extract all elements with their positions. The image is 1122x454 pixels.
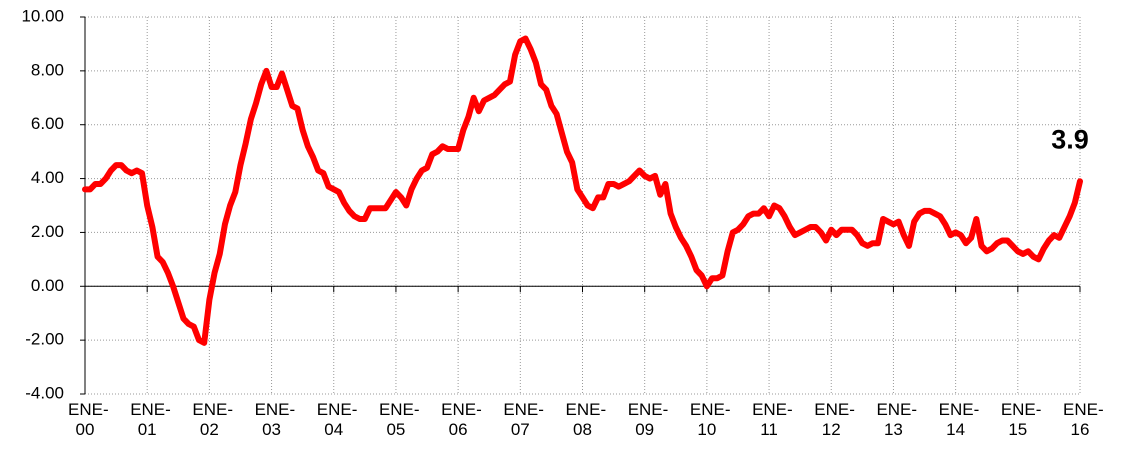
y-tick-label: -2.00 xyxy=(25,330,64,349)
x-tick-label: ENE-12 xyxy=(814,400,855,439)
y-tick-label: 8.00 xyxy=(31,60,64,79)
x-tick-label: ENE-03 xyxy=(254,400,296,439)
x-tick-label: ENE-15 xyxy=(1000,400,1042,439)
x-tick-label: ENE-07 xyxy=(503,400,544,439)
x-tick-label: ENE-10 xyxy=(689,400,731,439)
x-tick-label: ENE-08 xyxy=(565,400,607,439)
x-tick-label: ENE-04 xyxy=(316,400,358,439)
y-tick-label: 10.00 xyxy=(21,6,64,25)
x-tick-label: ENE-11 xyxy=(752,400,793,439)
y-tick-label: 2.00 xyxy=(31,222,64,241)
x-tick-label: ENE-00 xyxy=(68,400,109,439)
annotation: 3.9 xyxy=(1051,124,1089,154)
x-tick-label: ENE-05 xyxy=(378,400,420,439)
y-tick-label: -4.00 xyxy=(25,383,64,402)
x-tick-label: ENE-14 xyxy=(938,400,980,439)
x-tick-label: ENE-16 xyxy=(1063,400,1104,439)
y-tick-label: 6.00 xyxy=(31,114,64,133)
x-tick-label: ENE-13 xyxy=(876,400,918,439)
line-series xyxy=(82,35,1083,346)
x-tick-label: ENE-02 xyxy=(192,400,233,439)
x-tick-label: ENE-09 xyxy=(627,400,669,439)
y-tick-label: 4.00 xyxy=(31,168,64,187)
y-tick-label: 0.00 xyxy=(31,276,64,295)
x-tick-label: ENE-01 xyxy=(130,400,171,439)
x-tick-label: ENE-06 xyxy=(441,400,482,439)
